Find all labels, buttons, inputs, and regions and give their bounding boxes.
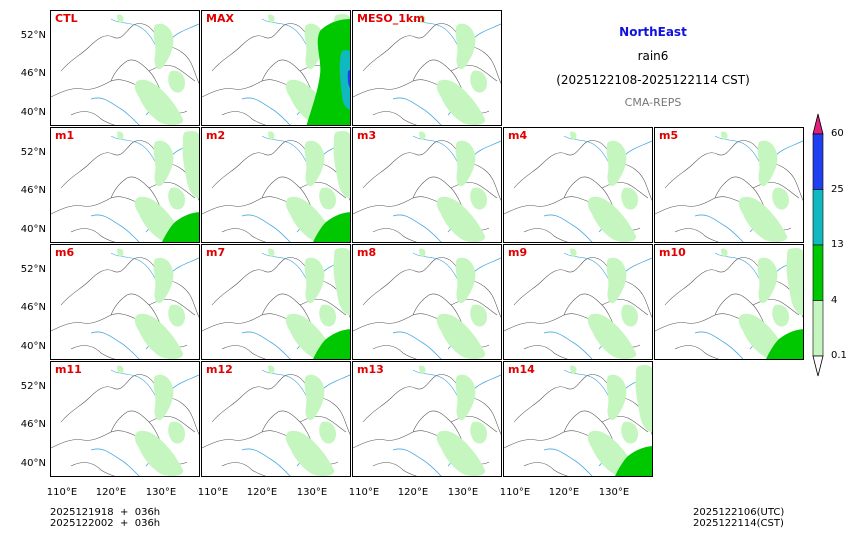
lat-tick-label: 52°N (20, 30, 46, 41)
panel-label: m5 (659, 129, 679, 142)
title-block: NorthEast rain6 (2025122108-2025122114 C… (520, 24, 786, 110)
lat-tick-label: 52°N (20, 147, 46, 158)
lat-tick-label: 40°N (20, 224, 46, 235)
map-panel-m9: m9 (503, 244, 653, 360)
panel-label: m8 (357, 246, 377, 259)
precip-map (202, 131, 350, 242)
map-panel-m4: m4 (503, 127, 653, 243)
panel-label: m10 (659, 246, 686, 259)
lon-tick-label: 110°E (197, 487, 229, 498)
panel-label: m14 (508, 363, 535, 376)
lat-tick-label: 46°N (20, 68, 46, 79)
precip-map (655, 248, 803, 359)
precip-map (353, 131, 501, 242)
precip-map (504, 248, 652, 359)
map-panel-m6: m6 (50, 244, 200, 360)
colorbar-level-label: 13 (831, 239, 844, 250)
colorbar-level-label: 25 (831, 183, 844, 195)
colorbar-level-label: 4 (831, 294, 838, 306)
panel-label: m13 (357, 363, 384, 376)
lat-tick-label: 52°N (20, 381, 46, 392)
precip-map (202, 248, 350, 359)
panel-label: CTL (55, 12, 78, 25)
colorbar-segment (812, 300, 824, 357)
map-panel-ctl: CTL (50, 10, 200, 126)
colorbar-level-label: 0.1 (831, 350, 847, 361)
panel-label: m9 (508, 246, 528, 259)
lon-tick-label: 130°E (447, 487, 479, 498)
precip-map (51, 131, 199, 242)
colorbar-segment (812, 189, 824, 246)
colorbar-segment (812, 244, 824, 301)
map-panel-m8: m8 (352, 244, 502, 360)
precip-map (202, 14, 350, 125)
colorbar-bottom-arrow (812, 355, 824, 377)
map-panel-m14: m14 (503, 361, 653, 477)
valid-time-cst: 2025122114(CST) (693, 518, 784, 529)
map-panel-m11: m11 (50, 361, 200, 477)
panel-label: m4 (508, 129, 528, 142)
map-panel-m2: m2 (201, 127, 351, 243)
lat-tick-label: 40°N (20, 107, 46, 118)
lon-tick-label: 110°E (499, 487, 531, 498)
map-panel-m3: m3 (352, 127, 502, 243)
region-title: NorthEast (619, 25, 687, 39)
map-panel-m10: m10 (654, 244, 804, 360)
lon-tick-label: 120°E (246, 487, 278, 498)
panel-label: MAX (206, 12, 234, 25)
panel-label: m7 (206, 246, 226, 259)
lat-tick-label: 46°N (20, 302, 46, 313)
map-panel-m13: m13 (352, 361, 502, 477)
panel-label: m11 (55, 363, 82, 376)
panel-label: m2 (206, 129, 226, 142)
colorbar (812, 113, 824, 377)
panel-label: m3 (357, 129, 377, 142)
product-name: rain6 (637, 49, 669, 63)
precip-map (504, 365, 652, 476)
lon-tick-label: 110°E (46, 487, 78, 498)
lat-tick-label: 52°N (20, 264, 46, 275)
precip-map (51, 14, 199, 125)
lon-tick-label: 120°E (548, 487, 580, 498)
precip-map (353, 14, 501, 125)
map-panel-m1: m1 (50, 127, 200, 243)
panel-label: m1 (55, 129, 75, 142)
precip-map (504, 131, 652, 242)
colorbar-segment (812, 133, 824, 190)
lat-tick-label: 40°N (20, 341, 46, 352)
lat-tick-label: 40°N (20, 458, 46, 469)
lon-tick-label: 110°E (348, 487, 380, 498)
map-panel-m7: m7 (201, 244, 351, 360)
precip-map (353, 248, 501, 359)
valid-time-utc: 2025122106(UTC) (693, 507, 785, 518)
precip-map (202, 365, 350, 476)
init-time-line-1: 2025121918 + 036h (50, 507, 161, 518)
valid-period: (2025122108-2025122114 CST) (556, 73, 750, 87)
map-panel-m12: m12 (201, 361, 351, 477)
precip-map (51, 365, 199, 476)
lon-tick-label: 130°E (598, 487, 630, 498)
panel-label: MESO_1km (357, 12, 425, 25)
precip-map (353, 365, 501, 476)
lat-tick-label: 46°N (20, 185, 46, 196)
panel-label: m12 (206, 363, 233, 376)
precip-map (655, 131, 803, 242)
lon-tick-label: 130°E (296, 487, 328, 498)
panel-label: m6 (55, 246, 75, 259)
map-panel-meso_1km: MESO_1km (352, 10, 502, 126)
lon-tick-label: 120°E (95, 487, 127, 498)
map-panel-m5: m5 (654, 127, 804, 243)
precip-map (51, 248, 199, 359)
colorbar-level-label: 60 (831, 128, 844, 139)
lon-tick-label: 120°E (397, 487, 429, 498)
colorbar-top-arrow (812, 113, 824, 135)
lat-tick-label: 46°N (20, 419, 46, 430)
init-time-line-2: 2025122002 + 036h (50, 518, 161, 529)
lon-tick-label: 130°E (145, 487, 177, 498)
map-panel-max: MAX (201, 10, 351, 126)
model-source: CMA-REPS (624, 96, 682, 109)
